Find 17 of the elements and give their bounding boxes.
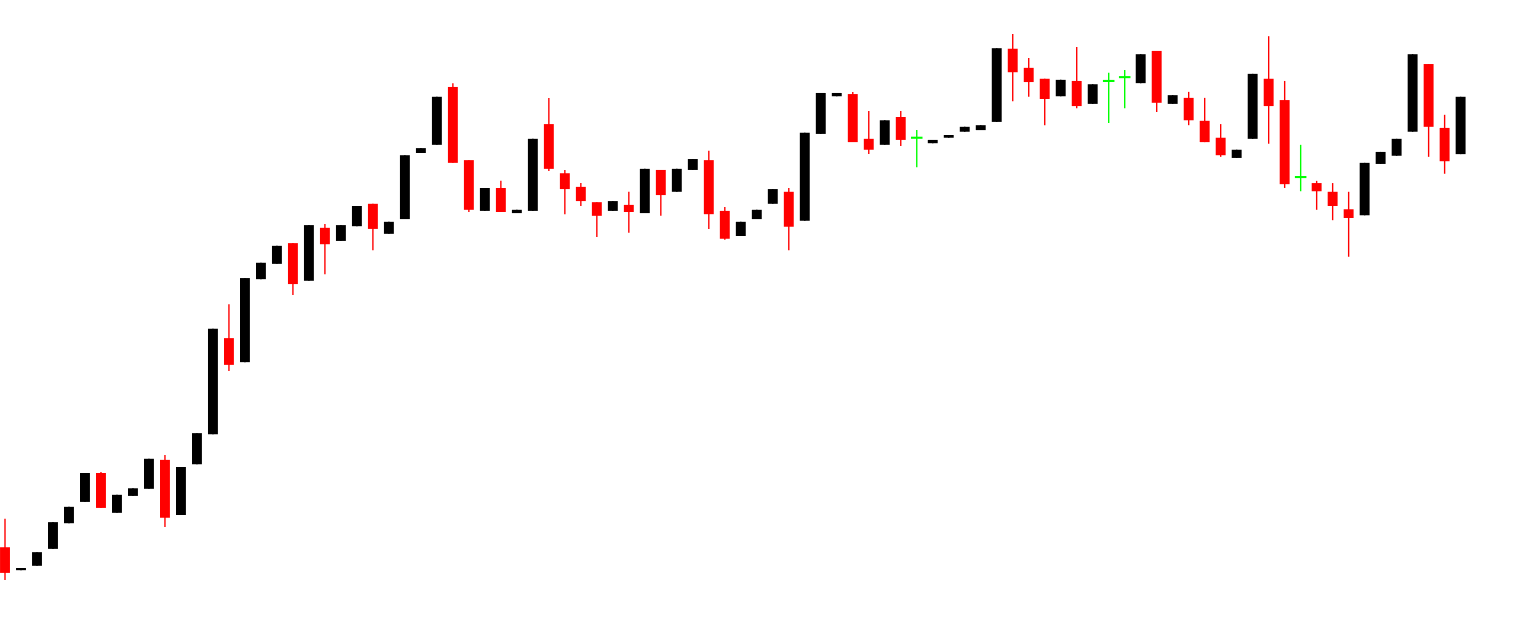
candlestick bbox=[591, 201, 602, 238]
candlestick bbox=[559, 169, 570, 215]
candlestick bbox=[1007, 33, 1018, 102]
candlestick bbox=[1215, 123, 1226, 158]
candlestick bbox=[1023, 57, 1034, 98]
candlestick bbox=[1183, 91, 1194, 126]
candlestick bbox=[623, 191, 634, 234]
candlestick bbox=[1039, 78, 1050, 126]
candlestick bbox=[863, 110, 874, 155]
candlestick bbox=[1343, 191, 1354, 258]
candlestick bbox=[1199, 97, 1210, 143]
candlestick bbox=[1311, 180, 1322, 211]
candlestick bbox=[895, 110, 906, 147]
candlestick bbox=[575, 182, 586, 207]
candlestick bbox=[1087, 83, 1098, 105]
candlestick bbox=[319, 223, 330, 275]
candlestick bbox=[1327, 182, 1338, 221]
